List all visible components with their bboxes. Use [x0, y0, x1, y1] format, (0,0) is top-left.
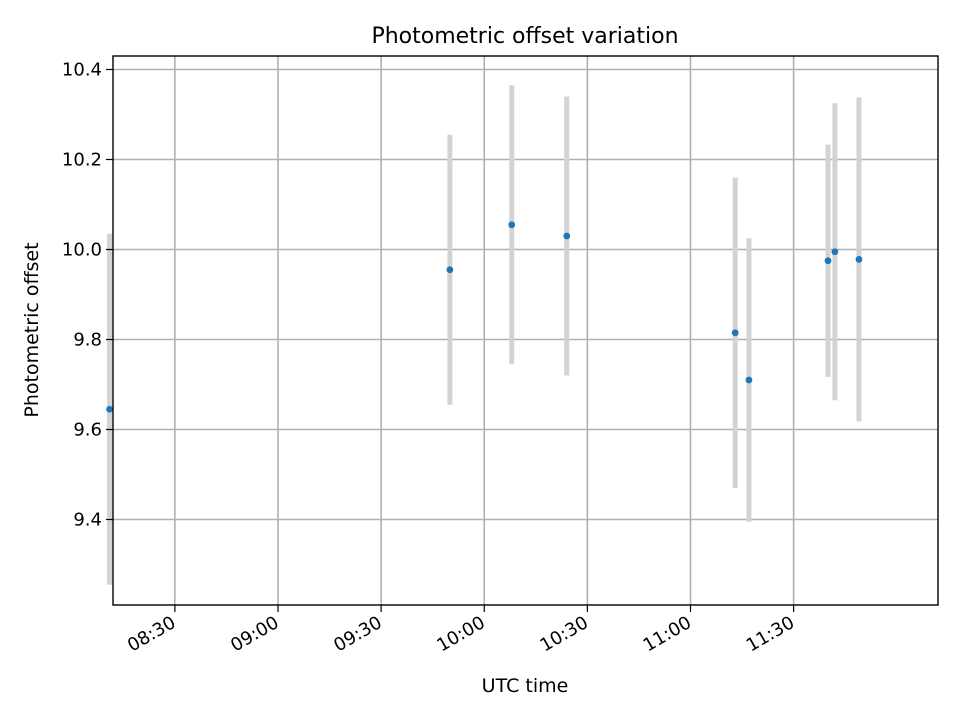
chart-title: Photometric offset variation: [371, 24, 678, 49]
y-tick-label: 9.8: [73, 330, 102, 351]
plot-frame: [112, 55, 939, 606]
data-point: [731, 329, 739, 337]
data-point: [745, 376, 753, 384]
y-tick-label: 9.4: [73, 510, 102, 531]
data-point: [446, 266, 454, 274]
data-point: [563, 232, 571, 240]
y-axis-label: Photometric offset: [21, 242, 43, 417]
data-point: [824, 257, 832, 265]
y-tick-label: 9.6: [73, 420, 102, 441]
data-point: [508, 221, 516, 229]
data-point: [855, 256, 863, 263]
y-tick-label: 10.4: [62, 60, 102, 81]
y-tick-label: 10.0: [62, 240, 102, 261]
point-layer: [106, 221, 863, 413]
data-point: [106, 405, 113, 413]
data-point: [831, 248, 839, 256]
y-tick-label: 10.2: [62, 150, 102, 171]
grid-layer: [113, 56, 938, 605]
x-axis-label: UTC time: [482, 675, 569, 697]
